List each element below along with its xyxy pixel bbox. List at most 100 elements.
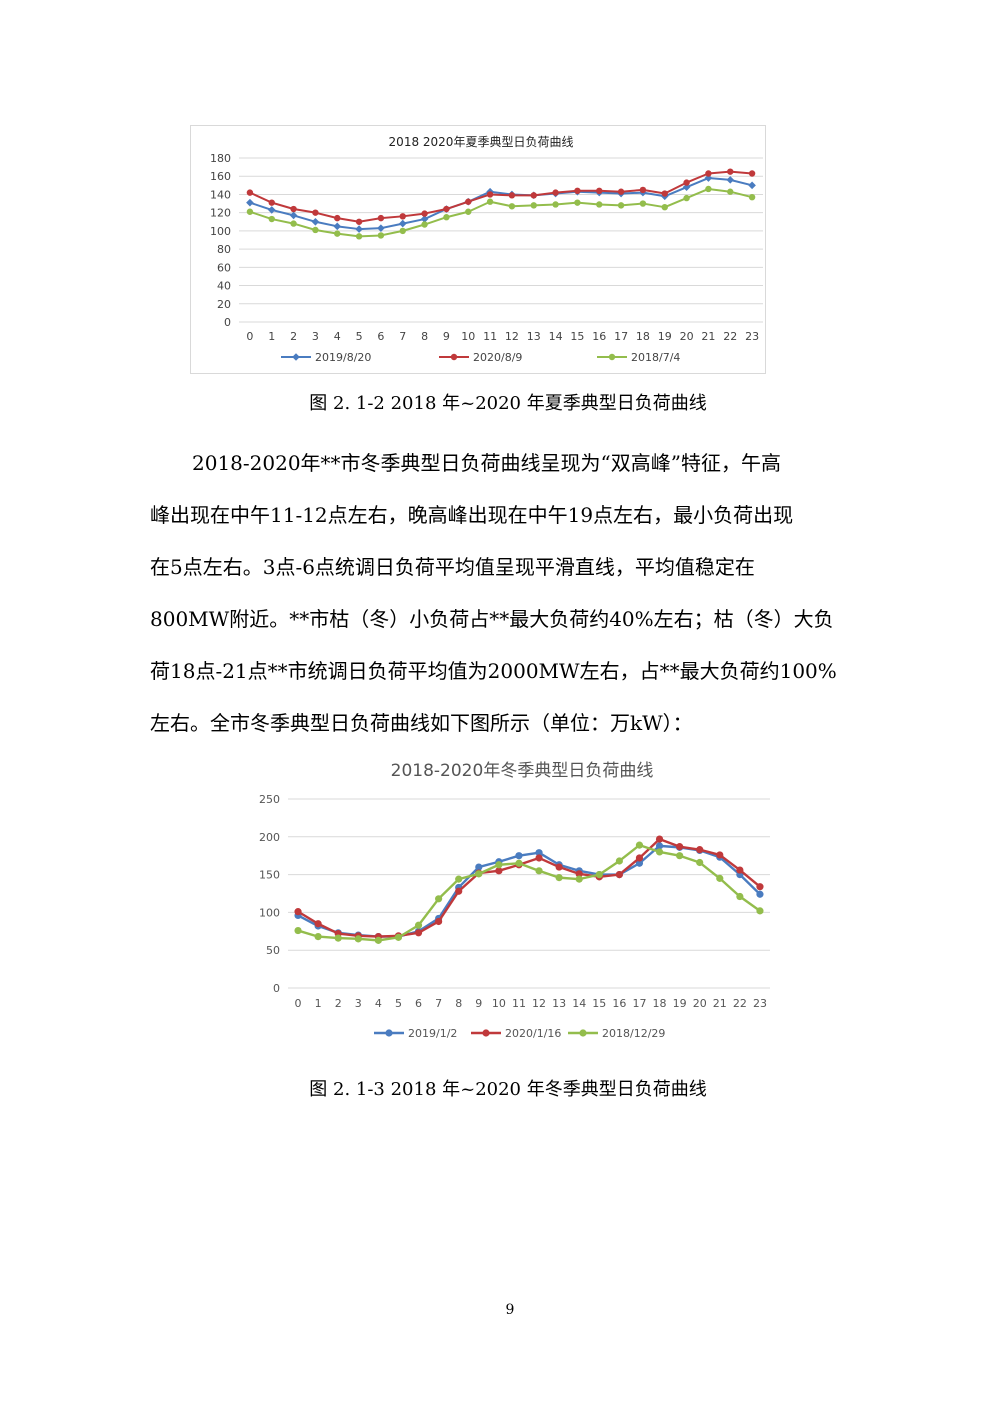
figure-caption-winter: 图 2. 1-3 2018 年~2020 年冬季典型日负荷曲线	[309, 1079, 707, 1100]
data-point	[435, 917, 443, 926]
data-point	[535, 867, 543, 875]
data-point	[748, 193, 756, 201]
data-point	[635, 859, 644, 867]
data-point	[246, 208, 254, 215]
summer-load-chart: 2018 2020年夏季典型日负荷曲线 0 20 40 60 80 100 120 140 160…	[190, 125, 766, 374]
data-point	[399, 213, 406, 220]
data-point	[355, 233, 363, 240]
data-point	[639, 186, 647, 194]
data-point	[676, 843, 684, 851]
y-tick-label: 160	[210, 170, 231, 183]
x-tick-label: 17	[632, 997, 646, 1010]
data-point	[682, 183, 691, 191]
data-point	[696, 858, 704, 867]
data-point	[377, 232, 385, 239]
page-number: 9	[505, 1302, 515, 1318]
summer-load-chart-svg: 2018 2020年夏季典型日负荷曲线020406080100120140160…	[210, 135, 763, 364]
winter-load-chart: 2018-2020年冬季典型日负荷曲线 0 50 100 150 200 250 0 1 2 3 4 5…	[248, 752, 788, 1052]
x-tick-label: 19	[673, 997, 687, 1010]
data-point	[475, 863, 483, 871]
legend-label: 2018/7/4	[631, 351, 680, 364]
x-tick-label: 1	[315, 997, 322, 1010]
data-point	[246, 189, 254, 196]
data-point	[661, 190, 668, 197]
data-point	[748, 181, 756, 190]
data-point	[465, 198, 472, 205]
data-point	[420, 215, 429, 223]
x-tick-label: 16	[592, 330, 606, 343]
x-tick-label: 7	[435, 997, 442, 1010]
data-point	[443, 214, 450, 221]
data-point	[515, 859, 523, 867]
paragraph-line: 在5点左右。3点-6点统调日负荷平均值呈现平滑直线，平均值稳定在	[150, 555, 755, 579]
data-point	[555, 874, 563, 882]
data-point	[334, 214, 341, 222]
data-point	[676, 852, 684, 860]
x-tick-label: 12	[505, 330, 519, 343]
x-tick-label: 13	[552, 997, 566, 1010]
chart-title: 2018-2020年冬季典型日负荷曲线	[391, 761, 654, 781]
data-point	[294, 926, 302, 935]
x-tick-label: 7	[399, 330, 406, 343]
data-point	[294, 908, 302, 916]
series-line	[297, 843, 761, 942]
legend-marker	[608, 353, 616, 361]
x-tick-label: 10	[492, 997, 506, 1010]
data-point	[515, 852, 523, 860]
series-line	[249, 177, 753, 231]
x-tick-label: 16	[612, 997, 626, 1010]
x-tick-label: 14	[572, 997, 586, 1010]
data-point	[398, 219, 407, 228]
data-point	[716, 851, 724, 859]
y-tick-label: 150	[259, 869, 280, 882]
legend-label: 2019/8/20	[315, 351, 371, 364]
data-point	[575, 870, 583, 878]
x-tick-label: 11	[512, 997, 526, 1010]
data-point	[655, 842, 664, 850]
data-point	[414, 929, 423, 937]
data-point	[495, 861, 503, 869]
x-tick-label: 10	[461, 330, 475, 343]
x-tick-label: 12	[532, 997, 546, 1010]
data-point	[435, 895, 443, 903]
data-point	[268, 199, 275, 206]
y-tick-label: 20	[217, 298, 231, 311]
x-tick-label: 19	[658, 330, 672, 343]
x-tick-label: 23	[745, 330, 759, 343]
data-point	[595, 871, 603, 879]
y-tick-label: 120	[210, 207, 231, 220]
x-tick-label: 20	[693, 997, 707, 1010]
data-point	[374, 936, 382, 944]
y-tick-label: 180	[210, 152, 231, 165]
x-tick-label: 18	[636, 330, 650, 343]
chart-title: 2018 2020年夏季典型日负荷曲线	[389, 135, 574, 149]
data-point	[575, 875, 583, 883]
x-tick-label: 11	[483, 330, 497, 343]
data-point	[394, 933, 403, 941]
data-point	[727, 188, 734, 195]
data-point	[421, 221, 428, 228]
data-point	[617, 188, 625, 195]
x-tick-label: 23	[753, 997, 767, 1010]
legend-label: 2020/1/16	[505, 1027, 561, 1040]
paragraph-line: 2018-2020年**市冬季典型日负荷曲线呈现为“双高峰”特征，午高	[192, 451, 782, 475]
y-tick-label: 60	[217, 261, 231, 274]
data-point	[596, 201, 603, 208]
x-tick-label: 5	[395, 997, 402, 1010]
x-tick-label: 15	[570, 330, 584, 343]
x-tick-label: 4	[334, 330, 341, 343]
y-tick-label: 0	[224, 316, 231, 329]
y-tick-label: 140	[210, 188, 231, 201]
series-line	[249, 170, 753, 223]
x-tick-label: 9	[443, 330, 450, 343]
data-point	[683, 179, 690, 186]
x-tick-label: 8	[421, 330, 428, 343]
data-point	[635, 854, 644, 862]
x-tick-label: 21	[713, 997, 727, 1010]
legend-marker	[292, 353, 300, 361]
data-point	[574, 187, 581, 194]
data-point	[661, 204, 668, 211]
x-tick-label: 3	[312, 330, 319, 343]
data-point	[736, 866, 744, 874]
